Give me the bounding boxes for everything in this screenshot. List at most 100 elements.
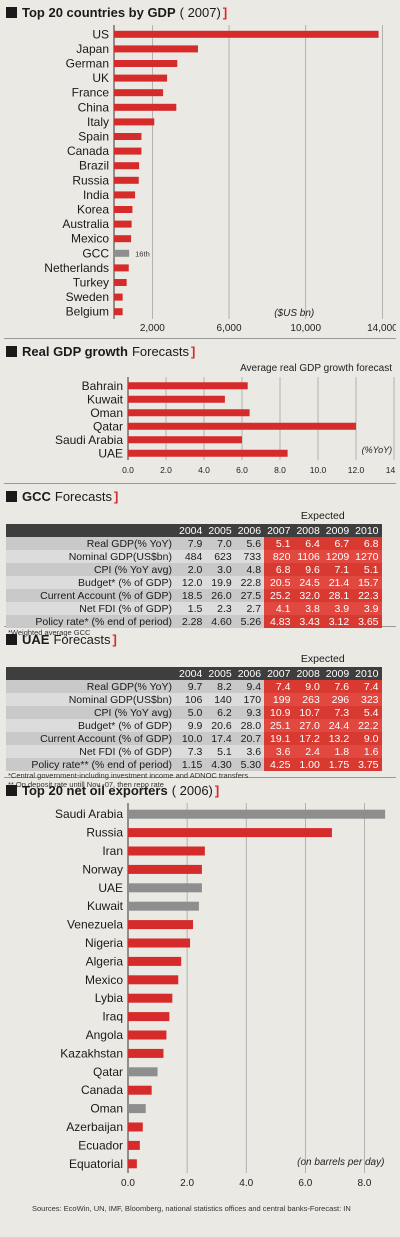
table-cell: 17.2 bbox=[293, 732, 323, 745]
category-label: Canada bbox=[81, 1083, 123, 1097]
growth-header: Real GDP growth Forecasts ] bbox=[4, 339, 396, 363]
bar bbox=[128, 409, 250, 417]
table-cell: 6.8 bbox=[352, 537, 382, 550]
table-row: Policy rate* (% end of period) 2.28 4.60 5.… bbox=[6, 615, 382, 628]
category-label: Canada bbox=[67, 144, 109, 158]
category-label: Russia bbox=[72, 173, 109, 187]
column-header: 2009 bbox=[322, 667, 353, 680]
table-cell: 9.7 bbox=[176, 680, 206, 693]
table-cell: 10.7 bbox=[293, 706, 323, 719]
bar bbox=[128, 436, 242, 444]
category-label: India bbox=[83, 188, 109, 202]
x-tick-label: 4.0 bbox=[198, 465, 210, 475]
table-cell: 7.0 bbox=[205, 537, 235, 550]
table-cell: 5.1 bbox=[205, 745, 235, 758]
table-cell: 28.0 bbox=[234, 719, 265, 732]
bar bbox=[128, 422, 356, 430]
column-header: 2007 bbox=[264, 524, 294, 537]
table-cell: 820 bbox=[264, 550, 294, 563]
bar bbox=[114, 60, 178, 67]
column-header: 2004 bbox=[176, 667, 206, 680]
table-cell: 7.4 bbox=[264, 680, 294, 693]
table-row: Policy rate** (% end of period) 1.15 4.30 5… bbox=[6, 758, 382, 771]
table-cell: 199 bbox=[264, 693, 294, 706]
table-cell: 3.6 bbox=[264, 745, 294, 758]
uae-footnote-2: ** On deposit rate untill Nov -07, then … bbox=[8, 780, 164, 789]
table-cell: 3.12 bbox=[322, 615, 353, 628]
table-cell: 3.9 bbox=[322, 602, 353, 615]
table-cell: 5.4 bbox=[352, 706, 382, 719]
gcc-footnote: *Weighted average GCC bbox=[8, 628, 91, 637]
table-cell: 3.8 bbox=[293, 602, 323, 615]
table-cell: 1.8 bbox=[322, 745, 353, 758]
bar bbox=[128, 901, 199, 911]
bar bbox=[128, 1122, 143, 1132]
category-label: Algeria bbox=[86, 954, 124, 968]
table-cell: 5.1 bbox=[352, 563, 382, 576]
table-row: Net FDI (% of GDP) 1.5 2.3 2.7 4.1 3.8 3.9 3.9 bbox=[6, 602, 382, 615]
x-tick-label: 6.0 bbox=[298, 1178, 312, 1189]
table-cell: 3.75 bbox=[352, 758, 382, 771]
table-cell: 24.5 bbox=[293, 576, 323, 589]
square-icon bbox=[6, 490, 17, 502]
oil-year: ( 2006) bbox=[171, 782, 213, 798]
table-cell: 12.0 bbox=[176, 576, 206, 589]
category-label: Kuwait bbox=[87, 899, 124, 913]
bracket-icon: ] bbox=[214, 782, 220, 798]
bar bbox=[128, 956, 182, 966]
table-cell: 5.6 bbox=[234, 537, 265, 550]
column-header: 2010 bbox=[352, 524, 382, 537]
category-label: Korea bbox=[77, 203, 109, 217]
bar bbox=[128, 883, 202, 893]
table-row: Nominal GDP(US$bn) 484 623 733 820 1106 1209 12… bbox=[6, 550, 382, 563]
table-cell: 20.5 bbox=[264, 576, 294, 589]
table-cell: 6.8 bbox=[264, 563, 294, 576]
gdp-header: Top 20 countries by GDP ( 2007) ] bbox=[4, 0, 396, 24]
category-label: Iraq bbox=[102, 1010, 123, 1024]
oil-bar-chart: 0.0 2.0 4.0 6.0 8.0 Saudi Arabia Russia Iran Nor… bbox=[55, 803, 386, 1189]
table-cell: 22.2 bbox=[352, 719, 382, 732]
table-cell: 7.3 bbox=[176, 745, 206, 758]
table-cell: 7.9 bbox=[176, 537, 206, 550]
oil-unit-label: (on barrels per day) bbox=[297, 1157, 384, 1168]
bar bbox=[114, 118, 155, 126]
bar bbox=[114, 220, 132, 228]
table-row: Net FDI (% of GDP) 7.3 5.1 3.6 3.6 2.4 1.8 1.6 bbox=[6, 745, 382, 758]
table-cell: 15.7 bbox=[352, 576, 382, 589]
oil-section: Top 20 net oil exporters ( 2006) ] 0.0 2.… bbox=[4, 778, 396, 1214]
table-cell: 10.0 bbox=[176, 732, 206, 745]
expected-label: Expected bbox=[300, 510, 345, 522]
row-label: Real GDP(% YoY) bbox=[6, 680, 176, 693]
bar bbox=[128, 1030, 167, 1040]
bar bbox=[128, 1140, 140, 1150]
bar bbox=[128, 809, 386, 819]
growth-unit-label: (%YoY) bbox=[362, 445, 393, 455]
row-label: Budget* (% of GDP) bbox=[6, 719, 176, 732]
table-row: Budget* (% of GDP) 12.0 19.9 22.8 20.5 24.5 21… bbox=[6, 576, 382, 589]
table-cell: 3.9 bbox=[352, 602, 382, 615]
table-cell: 140 bbox=[205, 693, 235, 706]
table-cell: 9.6 bbox=[293, 563, 323, 576]
table-cell: 9.4 bbox=[234, 680, 265, 693]
category-label: Turkey bbox=[73, 276, 109, 290]
table-cell: 19.9 bbox=[205, 576, 235, 589]
bar bbox=[114, 162, 140, 170]
column-header: 2005 bbox=[205, 524, 235, 537]
bar bbox=[114, 133, 142, 140]
table-cell: 3.65 bbox=[352, 615, 382, 628]
table-cell: 13.2 bbox=[322, 732, 353, 745]
table-cell: 7.4 bbox=[352, 680, 382, 693]
table-row: Budget* (% of GDP) 9.9 20.6 28.0 25.1 27.0 24.… bbox=[6, 719, 382, 732]
bar bbox=[128, 864, 202, 874]
growth-subtitle: Forecasts bbox=[131, 343, 190, 359]
category-label: Sweden bbox=[66, 290, 109, 304]
bar bbox=[114, 308, 123, 316]
table-cell: 5.30 bbox=[234, 758, 265, 771]
table-cell: 22.3 bbox=[352, 589, 382, 602]
square-icon bbox=[6, 784, 17, 796]
uae-footnote-1: *Central government-including investment… bbox=[8, 771, 249, 780]
row-label: CPI (% YoY avg) bbox=[6, 706, 176, 719]
x-tick-label: 6.0 bbox=[236, 465, 248, 475]
uae-title: UAE bbox=[22, 631, 50, 647]
table-cell: 170 bbox=[234, 693, 265, 706]
